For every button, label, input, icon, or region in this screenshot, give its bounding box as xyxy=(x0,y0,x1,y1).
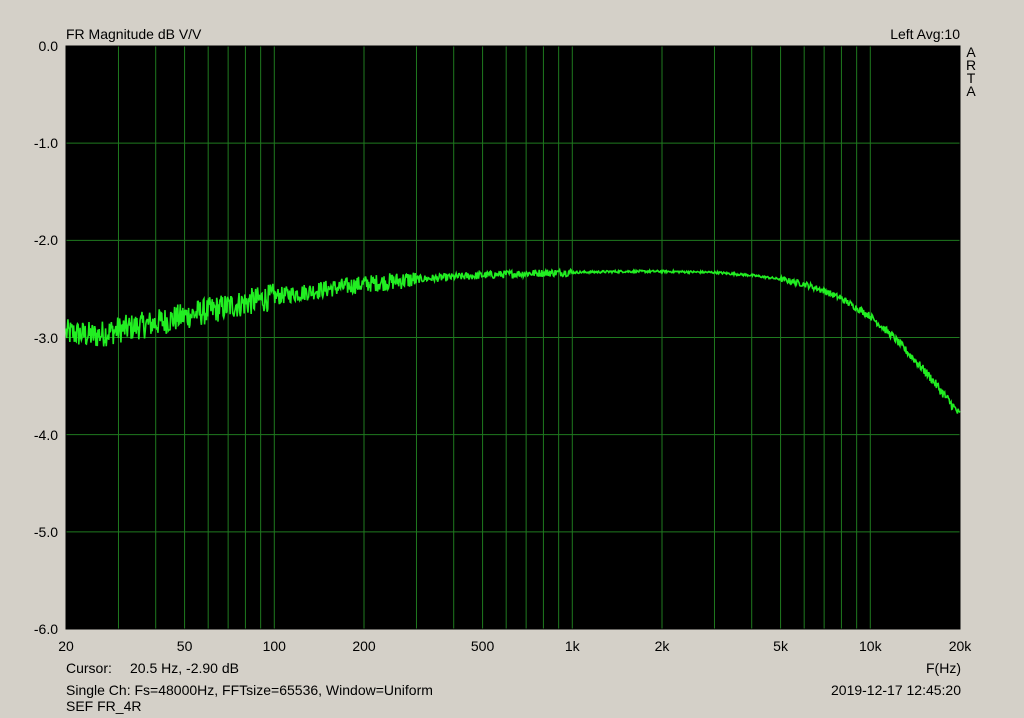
y-tick-label: 0.0 xyxy=(38,38,58,54)
channel-avg-label: Left Avg:10 xyxy=(890,26,960,42)
x-tick-label: 500 xyxy=(470,638,495,654)
x-tick-label: 100 xyxy=(262,638,286,654)
x-axis-unit-label: F(Hz) xyxy=(926,660,961,676)
cursor-readout: 20.5 Hz, -2.90 dB xyxy=(130,660,239,676)
measurement-info: Single Ch: Fs=48000Hz, FFTsize=65536, Wi… xyxy=(66,682,433,698)
x-tick-label: 1k xyxy=(564,638,580,654)
x-tick-label: 10k xyxy=(858,638,882,654)
chart-title: FR Magnitude dB V/V xyxy=(66,26,202,42)
y-tick-label: -4.0 xyxy=(33,426,58,443)
x-tick-label: 50 xyxy=(176,638,193,654)
y-tick-label: -2.0 xyxy=(33,232,58,249)
timestamp: 2019-12-17 12:45:20 xyxy=(831,682,961,698)
y-tick-label: -1.0 xyxy=(33,135,58,152)
y-tick-label: -5.0 xyxy=(33,523,58,540)
x-tick-label: 20 xyxy=(58,638,74,654)
x-tick-label: 2k xyxy=(654,638,670,654)
cursor-label: Cursor: xyxy=(66,660,112,676)
arta-letter: T xyxy=(966,70,976,86)
arta-letter: A xyxy=(966,83,976,99)
y-tick-label: -3.0 xyxy=(33,329,58,346)
file-name: SEF FR_4R xyxy=(66,698,142,714)
frequency-response-trace xyxy=(65,267,961,414)
x-tick-label: 5k xyxy=(773,638,788,654)
y-tick-label: -6.0 xyxy=(33,621,58,637)
arta-letter: A xyxy=(966,44,976,60)
x-tick-label: 200 xyxy=(352,638,376,654)
arta-letter: R xyxy=(965,57,977,73)
x-tick-label: 20k xyxy=(948,638,972,654)
